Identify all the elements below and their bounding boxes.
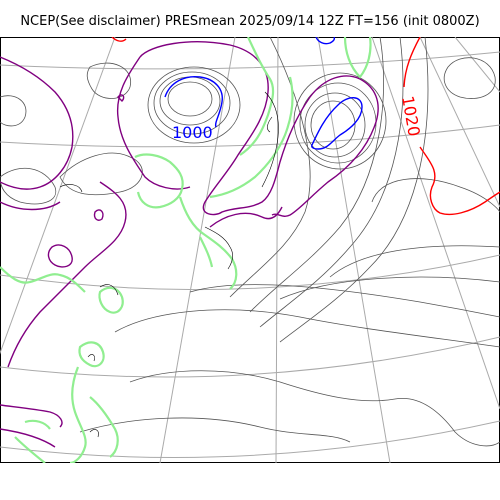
- graticule: [0, 36, 500, 464]
- map-border: [0, 37, 500, 463]
- isobars-high: [111, 36, 500, 216]
- coastlines: [59, 91, 279, 438]
- map-frame[interactable]: 1000 1020: [0, 36, 500, 465]
- isobars-purple: [0, 41, 379, 448]
- isobars-low: [164, 36, 363, 150]
- weather-map-svg[interactable]: 1000 1020: [0, 36, 500, 465]
- map-title: NCEP(See disclaimer) PRESmean 2025/09/14…: [20, 14, 480, 29]
- isobars-green: [0, 36, 372, 465]
- isobar-label-1000: 1000: [172, 123, 213, 142]
